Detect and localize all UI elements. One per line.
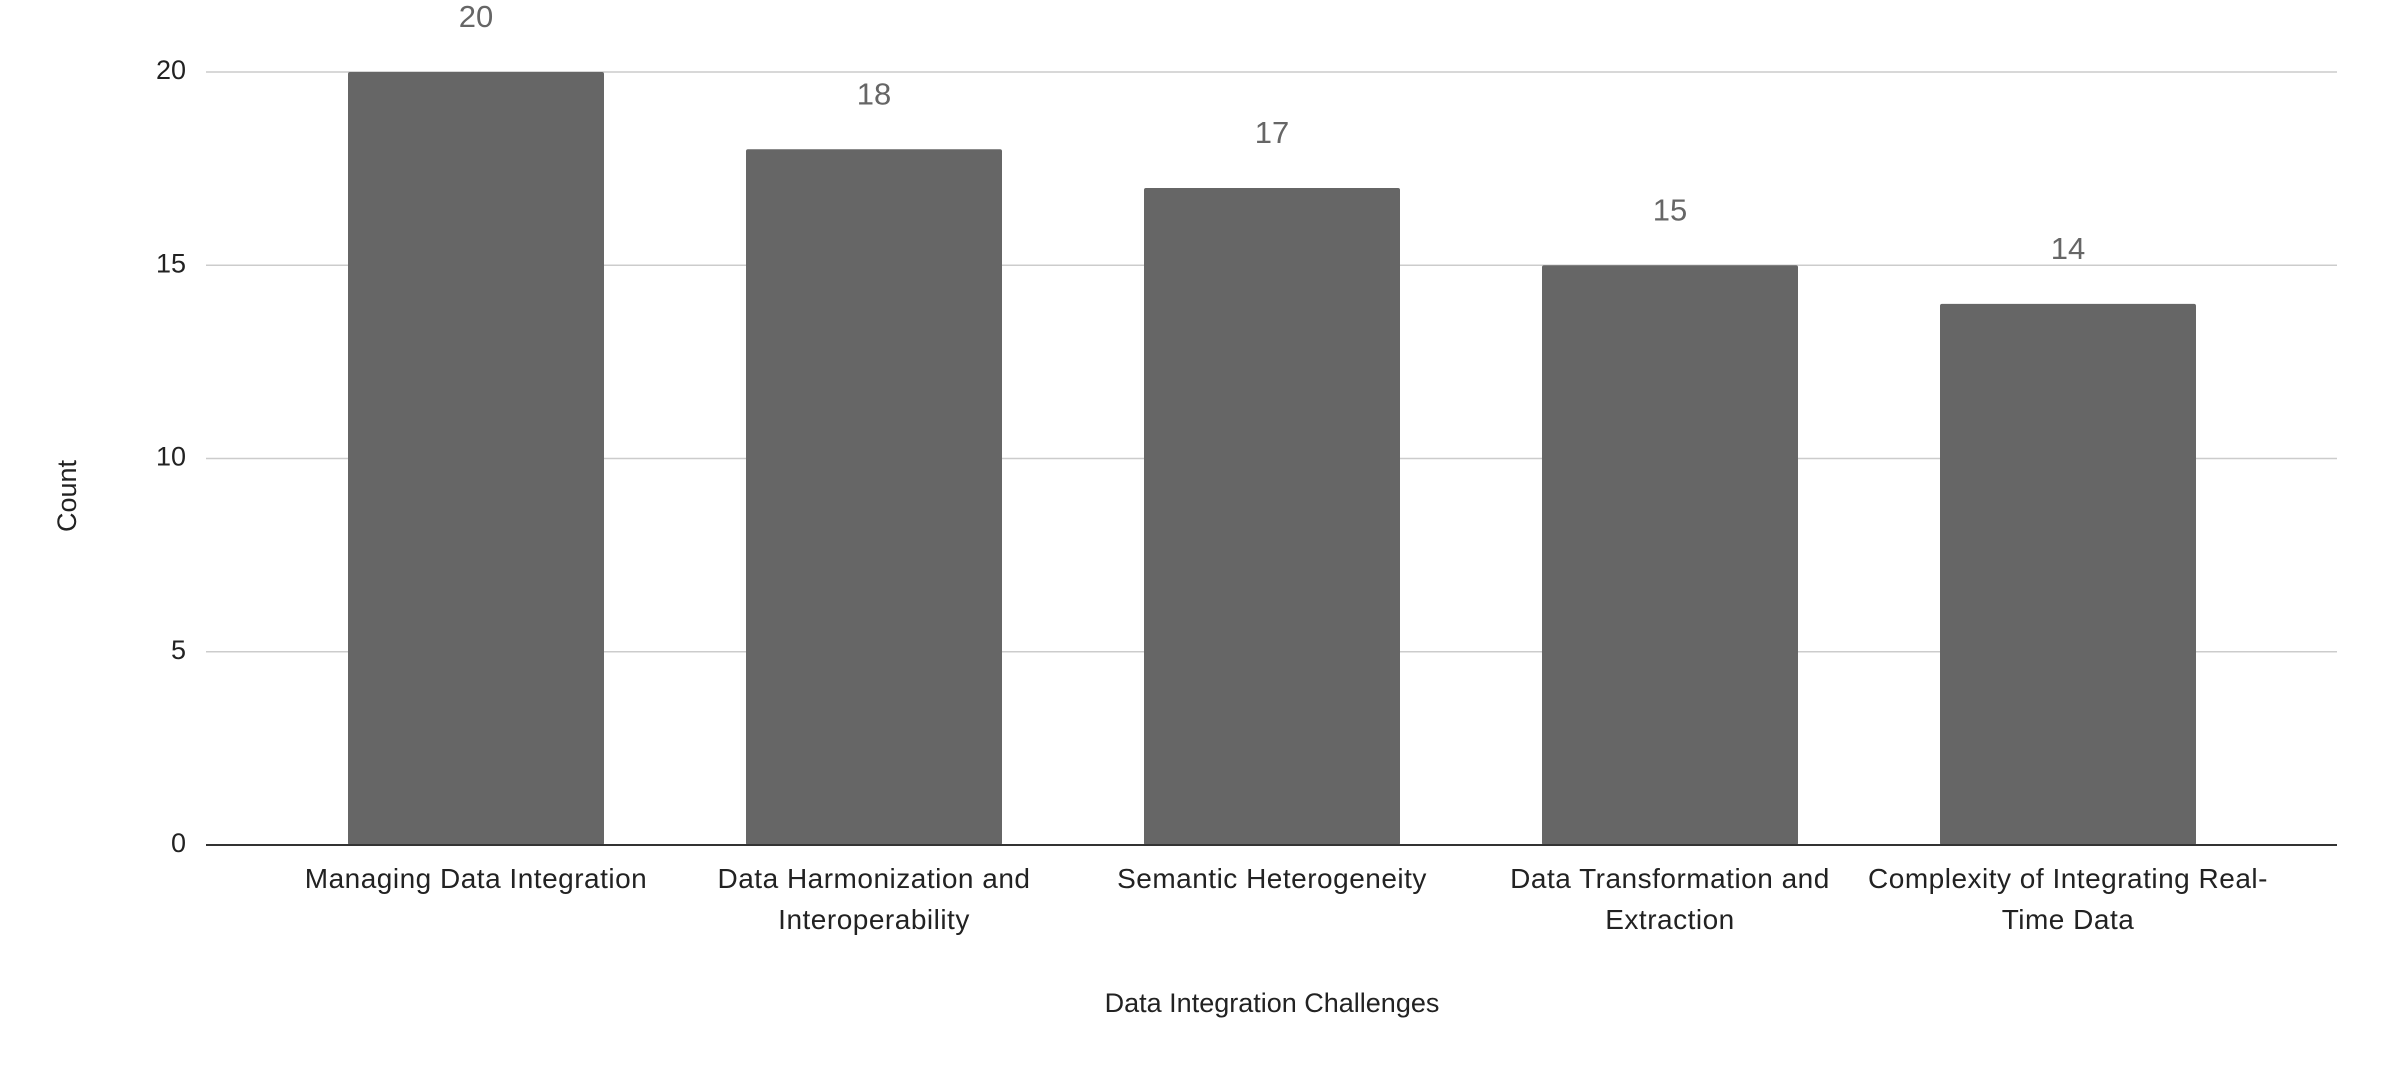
x-tick-label: Complexity of Integrating Real-Time Data — [1868, 863, 2268, 935]
x-axis-title: Data Integration Challenges — [1105, 988, 1440, 1018]
bar — [1940, 303, 2196, 845]
x-tick-label: Semantic Heterogeneity — [1117, 863, 1427, 894]
x-tick-label-box: Data Harmonization and Interoperability — [717, 863, 1031, 935]
value-label: 20 — [459, 0, 493, 34]
bar — [1542, 265, 1798, 845]
x-tick-label-box: Semantic Heterogeneity — [1117, 863, 1427, 894]
value-label: 15 — [1653, 192, 1687, 227]
value-label: 18 — [857, 76, 891, 111]
x-tick-label: Managing Data Integration — [304, 863, 648, 894]
value-label: 17 — [1255, 115, 1289, 150]
y-tick-label: 0 — [171, 828, 186, 858]
y-tick-label: 20 — [156, 55, 186, 85]
x-tick-label-box: Complexity of Integrating Real-Time Data — [1868, 863, 2268, 935]
bar — [348, 72, 604, 845]
x-tick-label: Data Transformation and Extraction — [1510, 863, 1830, 935]
y-tick-label: 15 — [156, 248, 186, 278]
x-tick-label: Data Harmonization and Interoperability — [717, 863, 1031, 935]
x-tick-label-box: Managing Data Integration — [304, 863, 648, 894]
bar — [1144, 187, 1400, 845]
x-tick-label-box: Data Transformation and Extraction — [1510, 863, 1830, 935]
value-label: 14 — [2051, 231, 2085, 266]
y-tick-label: 10 — [156, 442, 186, 472]
bar — [746, 149, 1002, 846]
y-tick-label: 5 — [171, 635, 186, 665]
y-axis-title: Count — [52, 459, 82, 532]
